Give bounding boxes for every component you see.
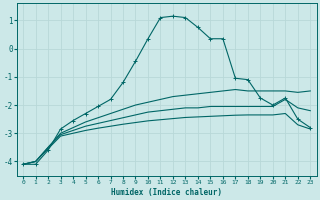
X-axis label: Humidex (Indice chaleur): Humidex (Indice chaleur) xyxy=(111,188,222,197)
